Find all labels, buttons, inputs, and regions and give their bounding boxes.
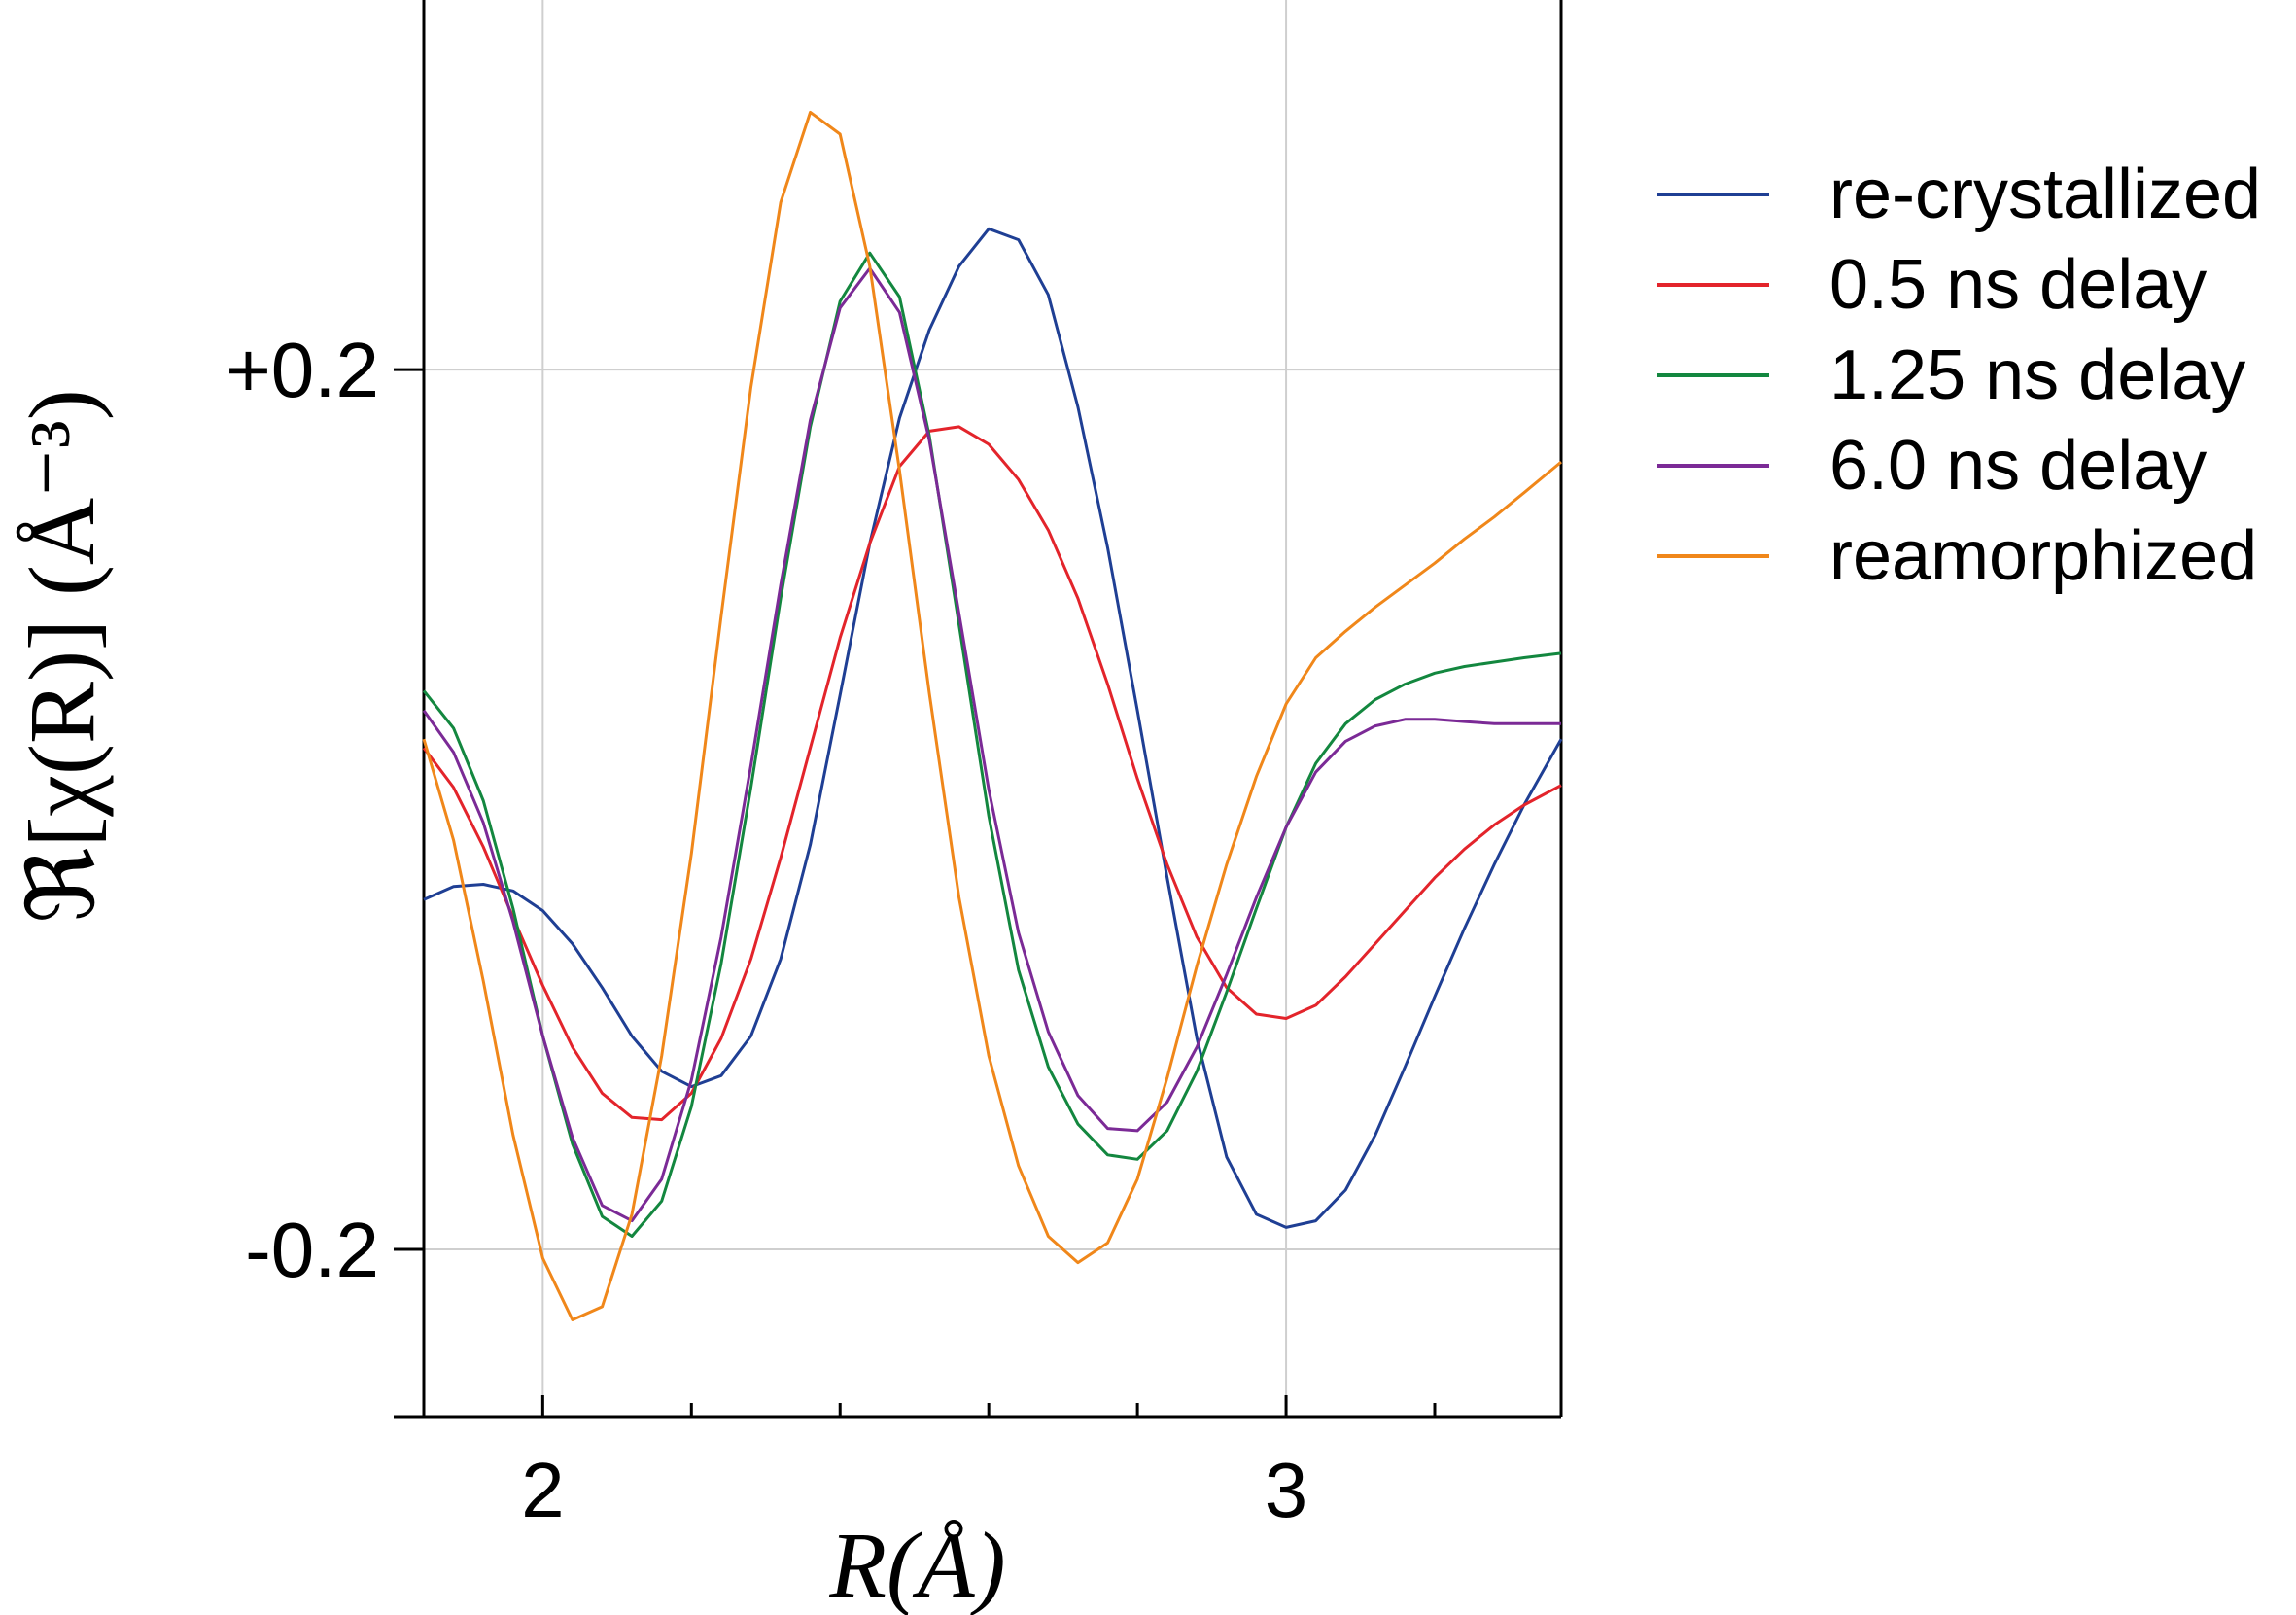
legend-label-3: 6.0 ns delay [1829, 427, 2207, 505]
x-tick-label: 2 [521, 1447, 565, 1533]
legend: re-crystallized 0.5 ns delay 1.25 ns delay… [1657, 156, 2261, 595]
legend-label-0: re-crystallized [1829, 156, 2261, 233]
legend-label-4: reamorphized [1829, 517, 2257, 595]
series-line-2 [422, 251, 1562, 1238]
grid [424, 0, 1561, 1417]
series-line-3 [422, 266, 1561, 1223]
series-line-1 [422, 425, 1562, 1122]
legend-label-2: 1.25 ns delay [1829, 336, 2245, 414]
legend-label-1: 0.5 ns delay [1829, 246, 2207, 324]
y-tick-label: -0.2 [245, 1207, 379, 1293]
axes [394, 0, 1563, 1419]
y-tick-label: +0.2 [226, 327, 379, 413]
y-axis-label: ℜ[χ(R)] (Å⁻³) [10, 389, 114, 923]
x-axis-label: R(Å) [828, 1513, 1005, 1615]
tick-labels: 2 3 +0.2 -0.2 [226, 327, 1307, 1533]
series-line-4 [422, 110, 1562, 1321]
series-line-0 [423, 227, 1563, 1229]
series-lines [422, 110, 1563, 1321]
x-tick-label: 3 [1265, 1447, 1308, 1533]
